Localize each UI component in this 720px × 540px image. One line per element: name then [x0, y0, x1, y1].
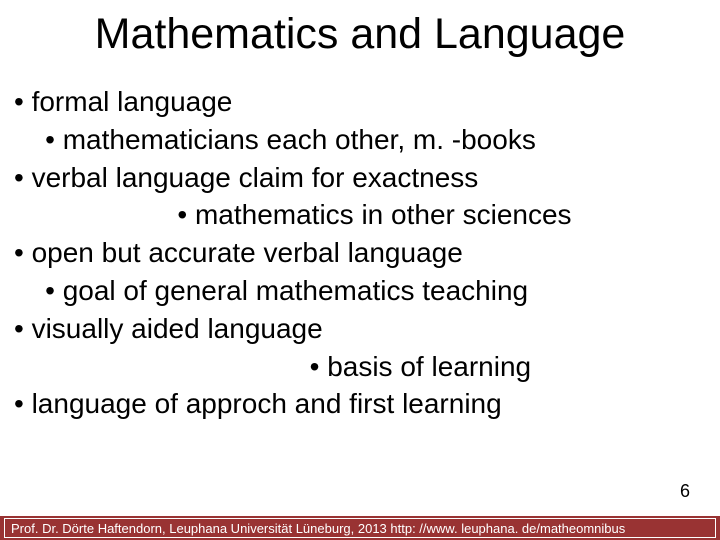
footer-text: Prof. Dr. Dörte Haftendorn, Leuphana Uni… [11, 521, 625, 536]
bullet-line: • visually aided language [14, 310, 720, 348]
slide-body: • formal language • mathematicians each … [0, 59, 720, 423]
bullet-line: • verbal language claim for exactness [14, 159, 720, 197]
footer-inner: Prof. Dr. Dörte Haftendorn, Leuphana Uni… [4, 518, 716, 538]
bullet-line: • basis of learning [14, 348, 720, 386]
bullet-line: • goal of general mathematics teaching [14, 272, 720, 310]
slide-title: Mathematics and Language [0, 0, 720, 59]
bullet-line: • mathematicians each other, m. -books [14, 121, 720, 159]
bullet-line: • open but accurate verbal language [14, 234, 720, 272]
page-number: 6 [680, 481, 690, 502]
footer-bar: Prof. Dr. Dörte Haftendorn, Leuphana Uni… [0, 516, 720, 540]
bullet-line: • language of approch and first learning [14, 385, 720, 423]
slide: Mathematics and Language • formal langua… [0, 0, 720, 540]
bullet-line: • formal language [14, 83, 720, 121]
bullet-line: • mathematics in other sciences [14, 196, 720, 234]
